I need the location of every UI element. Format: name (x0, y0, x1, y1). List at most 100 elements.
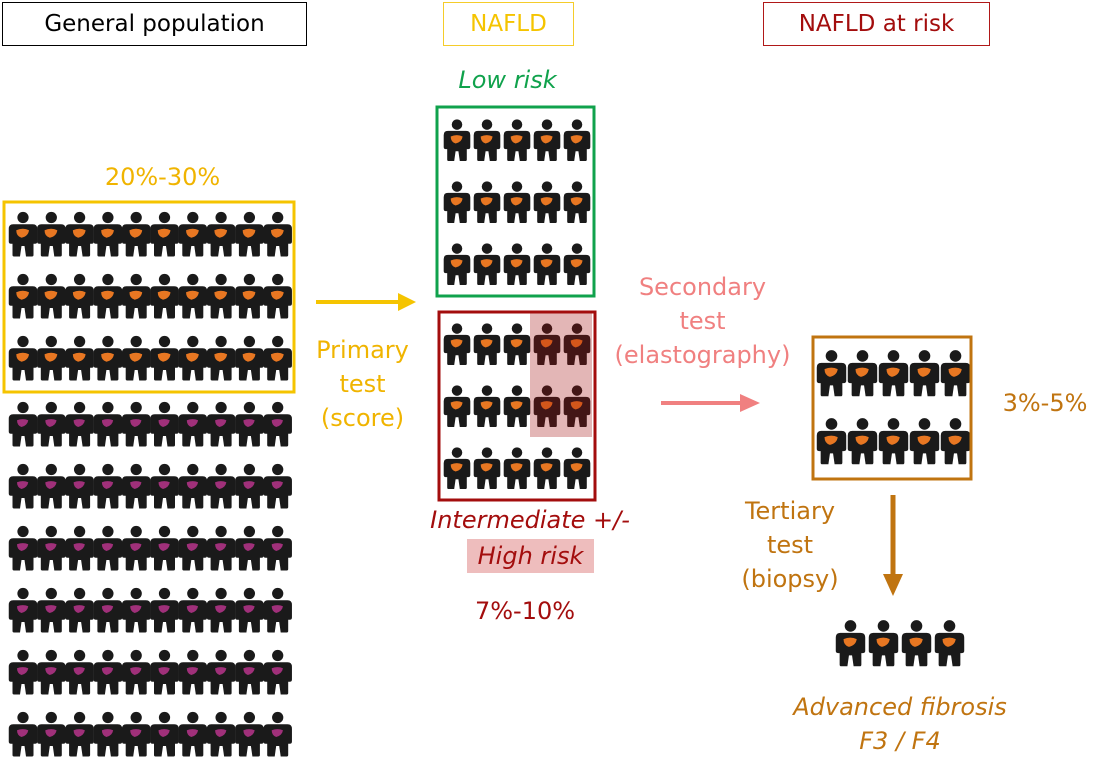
person-icon (940, 418, 971, 465)
person-icon (473, 385, 501, 427)
person-icon (65, 711, 94, 757)
person-icon (909, 350, 940, 397)
primary-arrow (316, 293, 416, 311)
person-icon (121, 649, 151, 695)
person-icon (121, 335, 151, 381)
person-icon (503, 385, 531, 427)
person-icon (178, 587, 208, 633)
nafld-prevalence-label: 20%-30% (104, 163, 221, 191)
secondary-arrow (661, 394, 760, 412)
person-icon (150, 463, 179, 509)
person-icon (235, 649, 264, 695)
person-icon (37, 649, 66, 695)
advanced-fibrosis-line-1: Advanced fibrosis (793, 693, 1007, 721)
person-icon (150, 525, 179, 571)
header-general-population: General population (2, 2, 307, 46)
primary-test-label: Primary test (score) (300, 333, 425, 435)
person-icon (37, 273, 66, 319)
nafld-box (2, 200, 296, 394)
person-icon (65, 335, 94, 381)
person-icon (533, 243, 561, 285)
person-icon (206, 273, 236, 319)
person-icon (8, 711, 38, 757)
person-icon (503, 181, 531, 223)
person-icon (8, 273, 38, 319)
person-icon (93, 335, 123, 381)
person-icon (93, 273, 123, 319)
person-icon (878, 350, 909, 397)
person-icon (37, 587, 66, 633)
person-icon (150, 211, 179, 257)
person-icon (93, 587, 123, 633)
person-icon (263, 587, 292, 633)
person-icon (65, 273, 94, 319)
person-icon (473, 323, 501, 365)
person-icon (93, 649, 123, 695)
person-icon (121, 711, 151, 757)
person-icon (263, 711, 292, 757)
high-risk-label: High risk (467, 539, 594, 573)
high-risk-highlight (530, 313, 592, 437)
person-icon (206, 401, 236, 447)
intermediate-high-percentage-label: 7%-10% (474, 597, 576, 625)
person-icon (37, 335, 66, 381)
person-icon (263, 335, 292, 381)
primary-test-line-3: (score) (320, 404, 405, 432)
person-icon (847, 418, 878, 465)
person-icon (235, 463, 264, 509)
person-icon (8, 649, 38, 695)
person-icon (206, 335, 236, 381)
person-icon (235, 211, 264, 257)
person-icon (178, 335, 208, 381)
person-icon (940, 350, 971, 397)
person-icon (178, 273, 208, 319)
advanced-fibrosis-line-2: F3 / F4 (859, 727, 941, 755)
person-icon (909, 418, 940, 465)
tertiary-test-line-2: test (766, 531, 814, 559)
low-risk-box (435, 105, 596, 298)
primary-test-line-2: test (339, 370, 386, 398)
tertiary-test-label: Tertiary test (biopsy) (720, 494, 860, 596)
person-icon (206, 587, 236, 633)
person-icon (235, 273, 264, 319)
person-icon (563, 181, 591, 223)
low-risk-label: Low risk (458, 66, 557, 94)
secondary-test-label: Secondary test (elastography) (600, 270, 805, 372)
person-icon (533, 119, 561, 161)
person-icon (934, 620, 965, 667)
person-icon (178, 211, 208, 257)
person-icon (8, 463, 38, 509)
person-icon (65, 649, 94, 695)
person-icon (37, 463, 66, 509)
person-icon (533, 447, 561, 489)
person-icon (847, 350, 878, 397)
person-icon (443, 323, 471, 365)
tertiary-arrow (883, 495, 903, 596)
advanced-fibrosis-label: Advanced fibrosis F3 / F4 (765, 690, 1035, 758)
header-nafld: NAFLD (443, 2, 574, 46)
person-icon (263, 211, 292, 257)
person-icon (65, 525, 94, 571)
person-icon (178, 711, 208, 757)
person-icon (150, 401, 179, 447)
person-icon (8, 525, 38, 571)
person-icon (503, 323, 531, 365)
person-icon (263, 463, 292, 509)
person-icon (473, 181, 501, 223)
person-icon (473, 243, 501, 285)
person-icon (8, 211, 38, 257)
person-icon (93, 525, 123, 571)
person-icon (121, 463, 151, 509)
person-icon (178, 525, 208, 571)
person-icon (503, 447, 531, 489)
person-icon (93, 211, 123, 257)
person-icon (263, 649, 292, 695)
person-icon (178, 463, 208, 509)
person-icon (503, 243, 531, 285)
person-icon (65, 211, 94, 257)
person-icon (503, 119, 531, 161)
person-icon (901, 620, 932, 667)
person-icon (473, 447, 501, 489)
